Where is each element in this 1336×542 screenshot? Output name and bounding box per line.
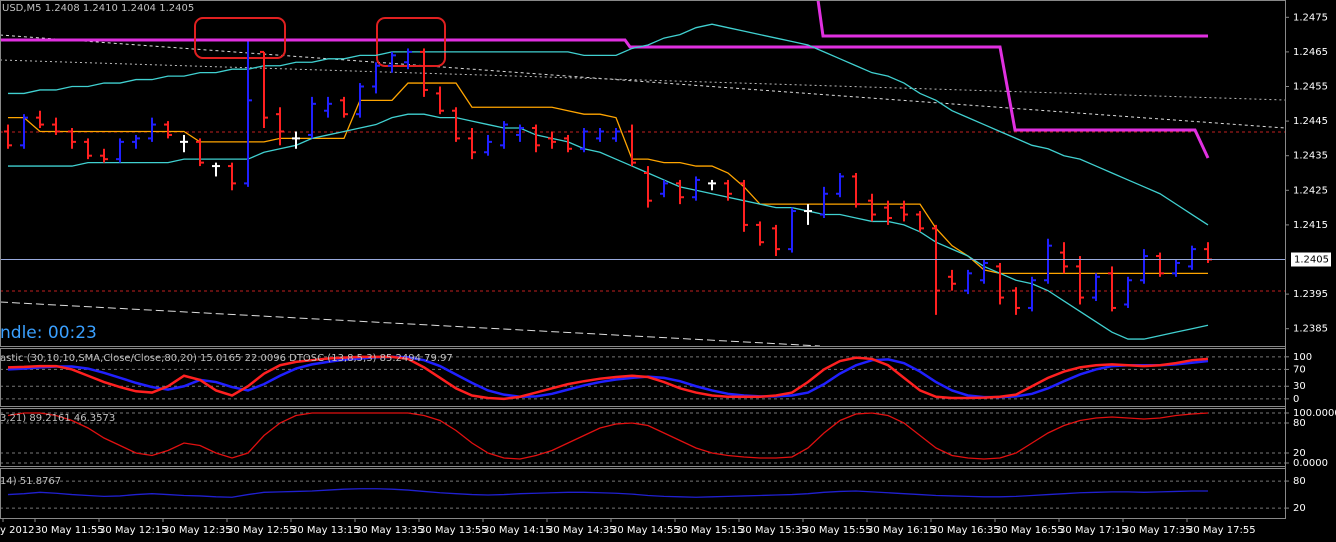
magenta-line — [0, 38, 1210, 159]
trend-line — [0, 59, 1286, 101]
price-label: 1.2405 — [1294, 255, 1329, 266]
pane-title: 14) 51.8767 — [0, 476, 61, 487]
trend-line — [0, 34, 1286, 129]
x-tick-label: 30 May 11:55 — [35, 525, 104, 536]
x-tick-label: 30 May 16:35 — [931, 525, 1000, 536]
highlight-box — [194, 17, 286, 59]
chart-title: USD,M5 1.2408 1.2410 1.2404 1.2405 — [2, 3, 194, 14]
x-tick-label: 30 May 17:15 — [1059, 525, 1128, 536]
pane-title: 3,21) 89.2161 46.3573 — [0, 413, 115, 424]
y-tick-label: 70 — [1293, 364, 1306, 375]
y-tick-label: 80 — [1293, 418, 1306, 429]
y-tick-label: 1.2445 — [1293, 116, 1328, 127]
indicator-line — [7, 355, 1209, 401]
y-tick-label: 1.2455 — [1293, 82, 1328, 93]
x-tick-label: 30 May 15:35 — [739, 525, 808, 536]
x-tick-label: 30 May 13:55 — [419, 525, 488, 536]
plot: 1.2475 1.2465 1.2455 1.2445 1.2435 1.2425 1.24… — [0, 12, 1336, 536]
x-tick-label: 30 May 17:55 — [1187, 525, 1256, 536]
y-tick-label: 1.2425 — [1293, 185, 1328, 196]
x-tick-label: 30 May 14:55 — [611, 525, 680, 536]
x-tick-label: 30 May 16:15 — [867, 525, 936, 536]
x-tick-label: 30 May 13:15 — [291, 525, 360, 536]
trend-line — [0, 301, 821, 347]
x-tick-label: 30 May 13:35 — [355, 525, 424, 536]
x-tick-label: 30 May 16:55 — [995, 525, 1064, 536]
x-tick-label: 30 May 15:55 — [803, 525, 872, 536]
decorations — [0, 0, 1286, 347]
indicator-line — [8, 23, 1209, 226]
indicator-line — [7, 488, 1208, 498]
y-tick-label: 1.2415 — [1293, 220, 1328, 231]
y-tick-label: 20 — [1293, 503, 1306, 514]
highlight-box — [376, 17, 446, 67]
y-tick-label: 1.2395 — [1293, 289, 1328, 300]
price-label-box — [1291, 252, 1331, 267]
y-tick-label: 0 — [1293, 394, 1299, 405]
y-tick-label: 1.2435 — [1293, 151, 1328, 162]
x-tick-label: 30 May 14:15 — [483, 525, 552, 536]
y-tick-label: 1.2475 — [1293, 12, 1328, 23]
y-tick-label: 80 — [1293, 476, 1306, 487]
y-tick-label: 100.0000 — [1293, 408, 1336, 419]
indicator-line — [8, 113, 1209, 340]
y-tick-label: 100 — [1293, 352, 1312, 363]
x-tick-label: 30 May 17:35 — [1123, 525, 1192, 536]
x-tick-label: y 2012 — [0, 525, 35, 536]
y-tick-label: 20 — [1293, 448, 1306, 459]
x-tick-label: 30 May 12:15 — [99, 525, 168, 536]
pane-title: astic (30,10,10,SMA,Close/Close,80,20) 1… — [0, 353, 453, 364]
magenta-line — [816, 0, 1208, 38]
x-tick-label: 30 May 12:55 — [227, 525, 296, 536]
y-tick-label: 1.2385 — [1293, 324, 1328, 335]
frames — [0, 0, 1286, 519]
x-tick-label: 30 May 14:35 — [547, 525, 616, 536]
y-tick-label: 30 — [1293, 381, 1306, 392]
indicator-line — [8, 82, 1208, 274]
countdown: ndle: 00:23 — [0, 323, 97, 343]
x-tick-label: 30 May 12:35 — [163, 525, 232, 536]
y-tick-label: 1.2465 — [1293, 47, 1328, 58]
x-tick-label: 30 May 15:15 — [675, 525, 744, 536]
indicator-line — [7, 412, 1209, 460]
y-tick-label: 0.0000 — [1293, 458, 1328, 469]
